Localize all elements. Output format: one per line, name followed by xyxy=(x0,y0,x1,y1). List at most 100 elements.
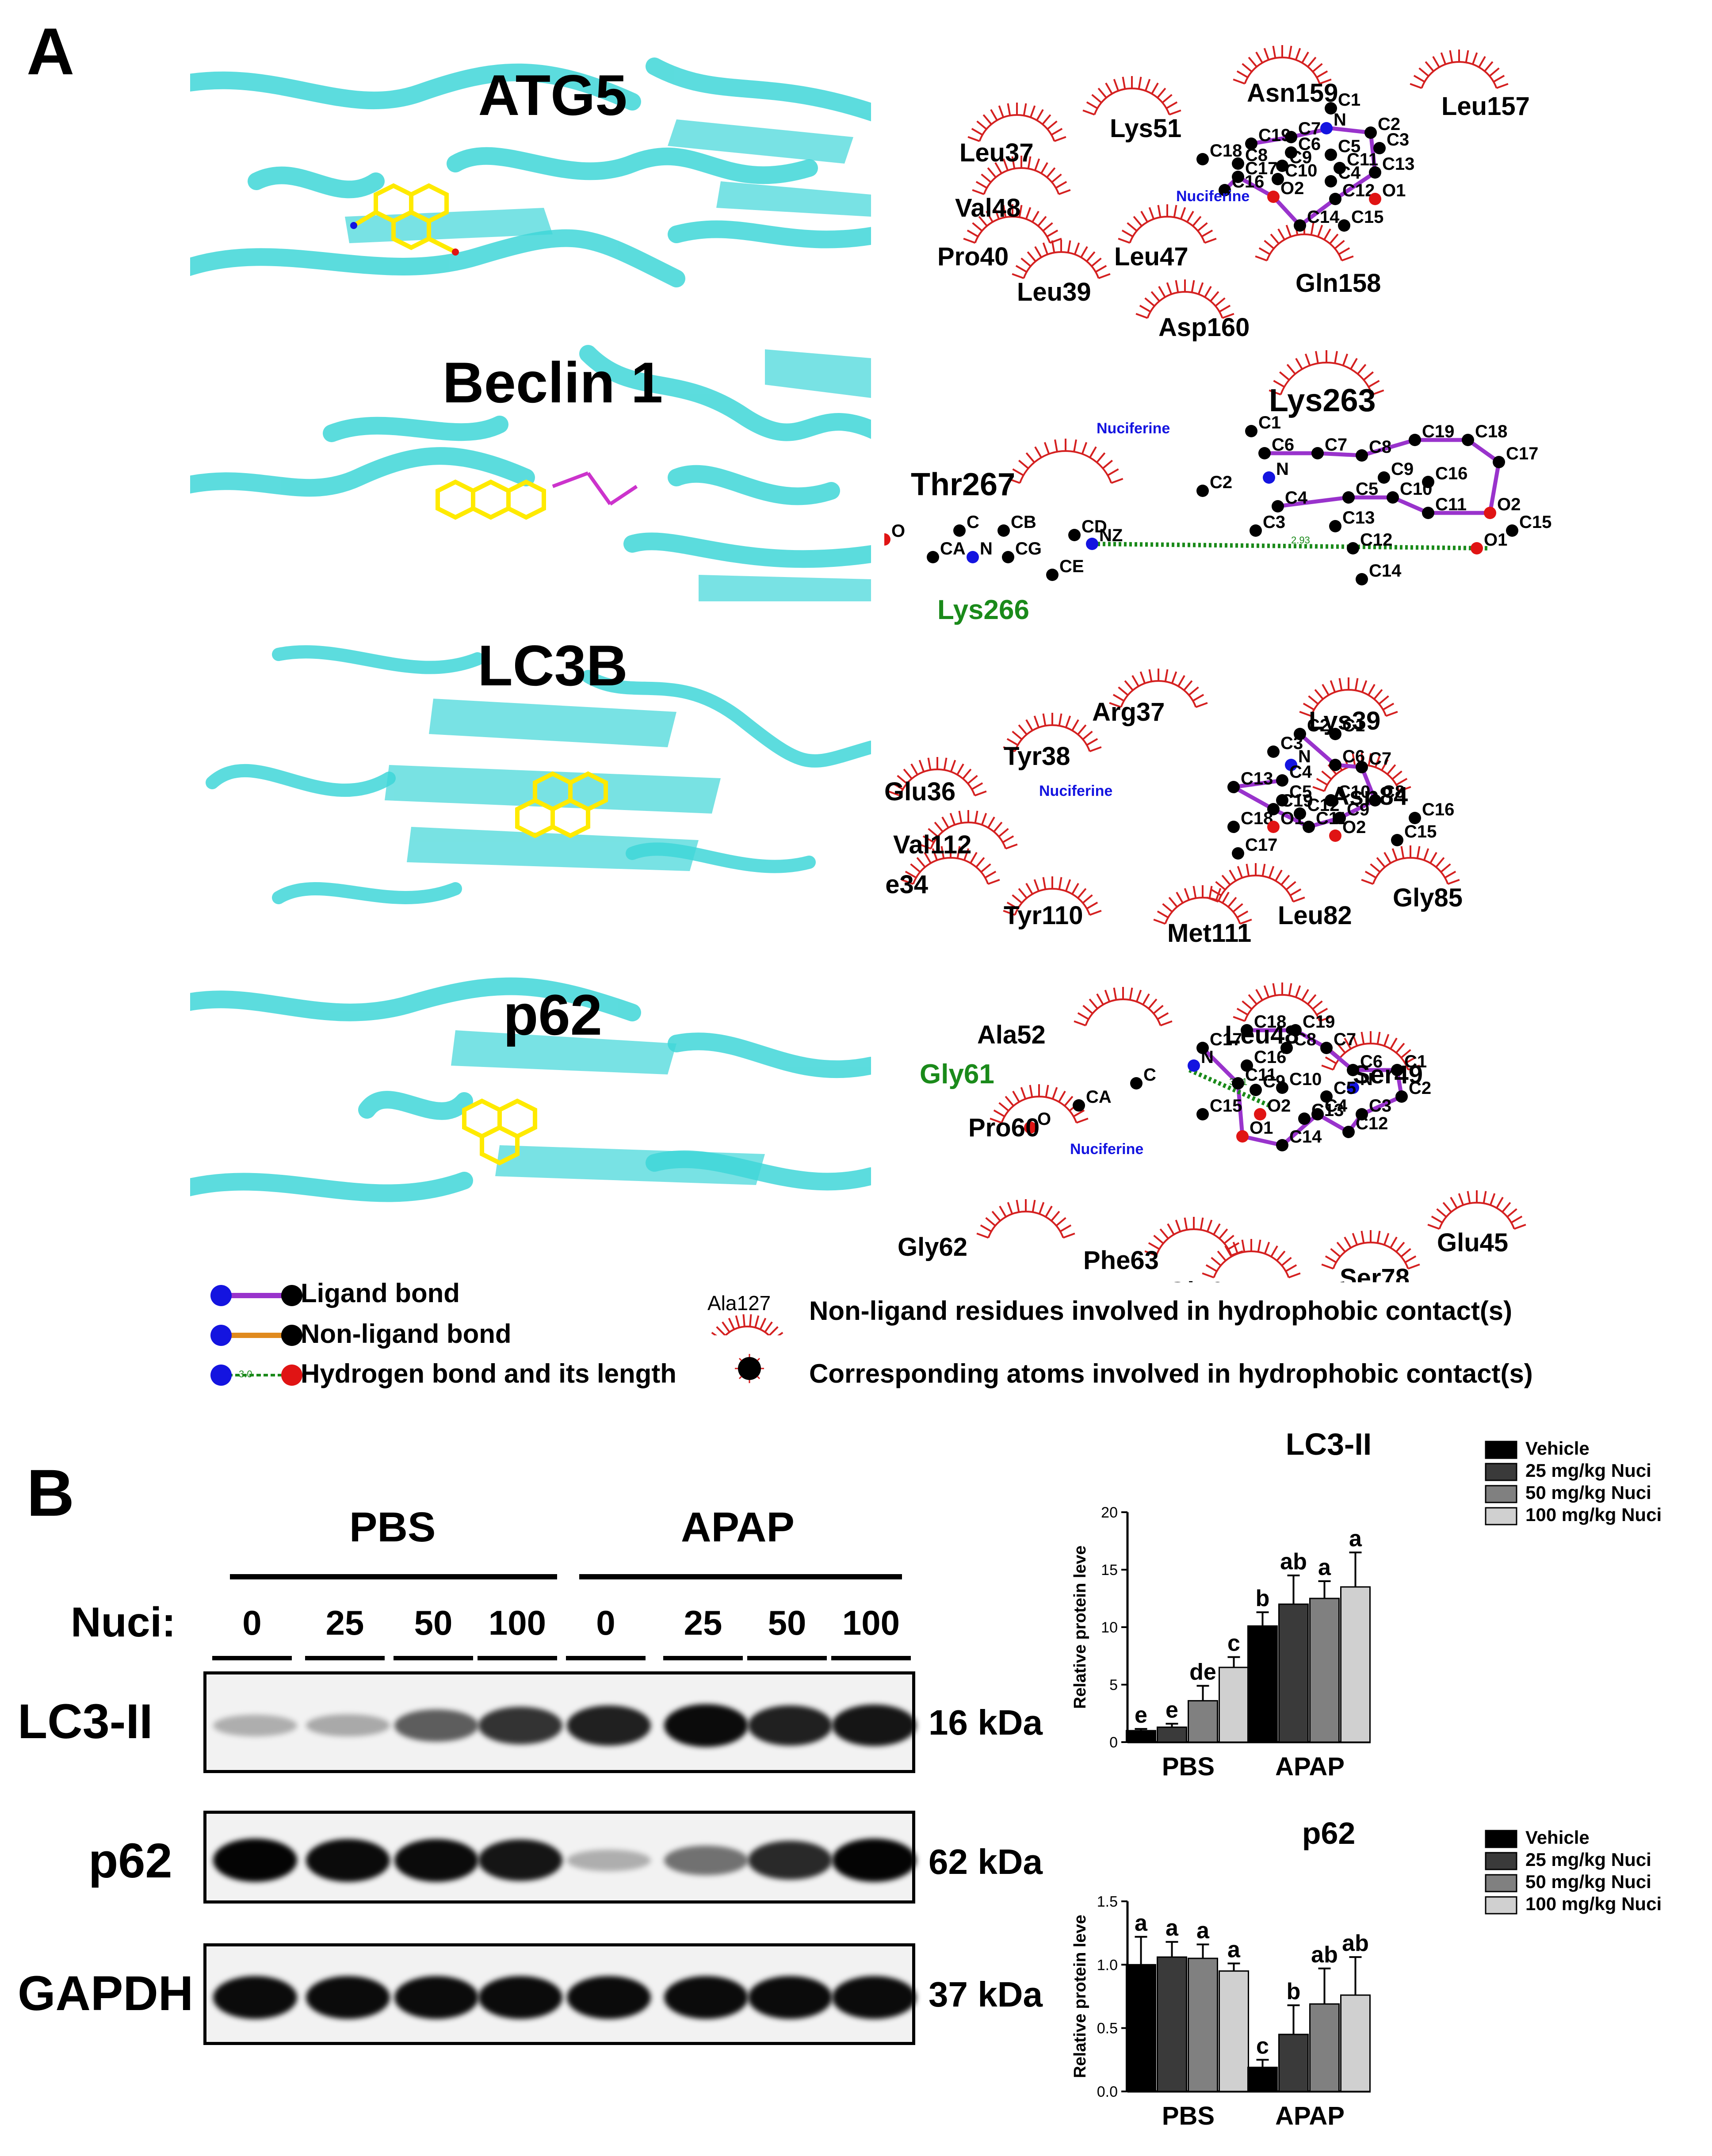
band-lc3-ii-2 xyxy=(306,1714,390,1737)
y-tick-label-1-0: 0 xyxy=(1109,1734,1118,1751)
atom-label-1-9: C18 xyxy=(1210,141,1242,161)
dose-label-7: 50 xyxy=(768,1603,806,1642)
atom-label-4-20: O1 xyxy=(1250,1118,1273,1138)
atom-label-4-15: C4 xyxy=(1325,1096,1348,1116)
kda-lc3-ii: 16 kDa xyxy=(929,1703,1043,1742)
atom-2-19 xyxy=(1506,524,1518,537)
atom-3-15 xyxy=(1409,812,1421,824)
atom-label-2-29: CD xyxy=(1081,517,1107,536)
atom-4-18 xyxy=(1298,1112,1311,1125)
atom-2-7 xyxy=(1493,456,1505,468)
sig-letter-2-1-1: b xyxy=(1287,1979,1301,2004)
sig-letter-1-1-0: b xyxy=(1256,1586,1270,1611)
atom-label-4-26: O xyxy=(1037,1109,1051,1129)
residue-label-4-5: Gly62 xyxy=(898,1233,967,1261)
legend-h-bond-value: 3.0 xyxy=(239,1369,252,1380)
atom-label-3-4: N xyxy=(1298,747,1311,766)
atom-label-2-17: C3 xyxy=(1263,512,1285,532)
atom-label-1-16: C4 xyxy=(1338,163,1361,183)
atom-label-2-8: C2 xyxy=(1210,473,1232,492)
band-lc3-ii-3 xyxy=(394,1709,478,1742)
atom-1-14 xyxy=(1232,171,1244,183)
hydrophobic-arc-1-7 xyxy=(1118,204,1217,244)
atom-4-2 xyxy=(1289,1024,1302,1036)
legend-label-1-0: Vehicle xyxy=(1525,1438,1590,1459)
atom-2-18 xyxy=(1329,520,1341,532)
atom-label-3-15: C16 xyxy=(1422,800,1454,819)
atom-label-2-18: C13 xyxy=(1342,508,1375,528)
atom-label-1-11: C9 xyxy=(1289,148,1312,167)
panel-a-letter: A xyxy=(27,14,75,88)
atom-label-3-3: C3 xyxy=(1280,734,1303,753)
atom-label-1-17: C16 xyxy=(1232,172,1264,191)
dose-label-1: 0 xyxy=(242,1603,262,1642)
sig-letter-1-1-2: a xyxy=(1318,1555,1331,1580)
atom-3-11 xyxy=(1369,794,1381,807)
atom-label-3-13: C12 xyxy=(1307,795,1339,815)
atom-3-7 xyxy=(1276,774,1288,787)
atom-label-2-23: O xyxy=(891,521,905,541)
atom-label-1-4: C3 xyxy=(1387,130,1409,149)
atom-1-19 xyxy=(1329,193,1341,205)
atom-4-16 xyxy=(1196,1108,1209,1120)
lc3b-structure xyxy=(190,632,871,920)
atom-label-4-2: C19 xyxy=(1303,1012,1335,1032)
atom-4-1 xyxy=(1241,1024,1253,1036)
atom-label-1-21: C14 xyxy=(1307,207,1340,227)
residue-label-4-7: Gln64 xyxy=(1167,1277,1238,1282)
atom-label-4-16: C15 xyxy=(1210,1096,1242,1116)
legend-example-residue: Ala127 xyxy=(707,1292,771,1315)
atom-label-4-19: C3 xyxy=(1369,1096,1391,1116)
atom-label-4-22: C14 xyxy=(1289,1127,1322,1147)
beclin1-cartoon xyxy=(190,345,871,601)
band-p62-4 xyxy=(478,1839,562,1881)
atom-3-14 xyxy=(1334,812,1346,824)
bar-1-0-1 xyxy=(1157,1726,1187,1743)
blot-label-lc3-ii: LC3-II xyxy=(18,1694,153,1749)
atom-label-3-20: C15 xyxy=(1404,822,1437,841)
atom-2-15 xyxy=(1422,507,1434,519)
atom-4-8 xyxy=(1391,1064,1403,1076)
bar-2-0-3 xyxy=(1219,1970,1249,2092)
atom-1-20 xyxy=(1369,193,1381,205)
dose-label-4: 100 xyxy=(488,1603,546,1642)
dose-label-5: 0 xyxy=(596,1603,615,1642)
band-p62-7 xyxy=(748,1841,832,1880)
legend-ligand-bond: Ligand bond xyxy=(301,1278,460,1308)
atom-label-1-8: C5 xyxy=(1338,137,1360,156)
band-p62-5 xyxy=(567,1849,651,1871)
y-tick-label-2-0: 0.0 xyxy=(1097,2083,1118,2100)
dose-label-3: 50 xyxy=(414,1603,453,1642)
legend-bond-icons xyxy=(210,1285,302,1386)
residue-label-3-3: Tyr38 xyxy=(1004,742,1070,771)
atom-label-1-13: C13 xyxy=(1382,154,1414,174)
residue-label-1-4: Leu37 xyxy=(959,138,1034,167)
atom-label-3-11: C8 xyxy=(1382,782,1405,802)
atom-2-12 xyxy=(1342,491,1355,504)
atom-label-1-22: C15 xyxy=(1351,207,1383,227)
atom-4-14 xyxy=(1395,1090,1408,1103)
ligand-label-4: Nuciferine xyxy=(1070,1141,1143,1158)
hydrophobic-arc-4-6 xyxy=(1144,1217,1243,1257)
y-tick-label-1-3: 15 xyxy=(1101,1562,1118,1579)
atom-1-10 xyxy=(1232,157,1244,170)
atg5-structure xyxy=(190,49,871,296)
atom-3-3 xyxy=(1267,745,1280,758)
atom-label-4-8: C1 xyxy=(1404,1052,1427,1071)
legend-hydrophobic-residue: Non-ligand residues involved in hydropho… xyxy=(809,1296,1513,1326)
hydrophobic-arc-3-7 xyxy=(901,845,1000,885)
atom-3-10 xyxy=(1325,794,1337,807)
atom-label-3-19: O2 xyxy=(1342,818,1366,837)
bar-2-0-0 xyxy=(1126,1964,1156,2092)
hydrophobic-arc-1-9 xyxy=(1012,240,1111,279)
residue-label-2-1: Lys263 xyxy=(1269,383,1376,418)
atom-3-18 xyxy=(1303,821,1315,833)
panel-a-legend: Ligand bond Non-ligand bond Hydrogen bon… xyxy=(203,1278,1698,1393)
atom-label-4-11: N xyxy=(1360,1070,1373,1089)
sig-letter-2-1-0: c xyxy=(1256,2033,1269,2059)
lane-marker-6 xyxy=(663,1656,743,1660)
hydrophobic-arc-3-6 xyxy=(919,810,1018,850)
hydrophobic-arc-3-8 xyxy=(1361,845,1460,885)
atom-label-1-2: N xyxy=(1334,110,1346,130)
